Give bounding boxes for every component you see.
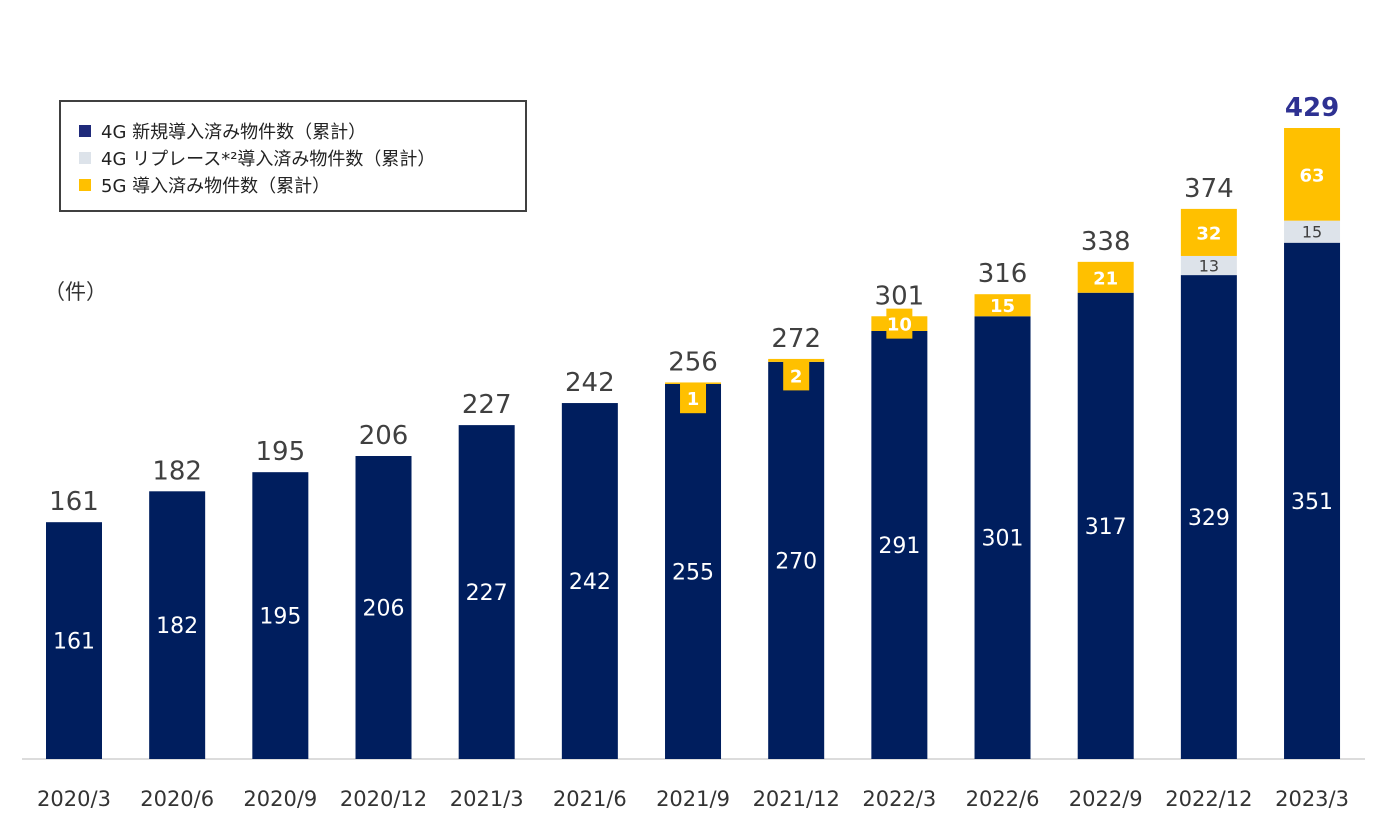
bar-4g-new — [355, 456, 412, 759]
total-label: 301 — [875, 281, 925, 311]
data-label-5g-box — [886, 308, 913, 339]
legend-item-4g-replace: 4G リプレース*²導入済み物件数（累計） — [79, 145, 435, 171]
x-tick-label: 2021/6 — [553, 787, 627, 811]
data-label-4g-replace: 13 — [1199, 257, 1219, 276]
total-label: 182 — [152, 456, 202, 486]
bar-4g-new — [46, 522, 102, 759]
x-tick-label: 2020/9 — [243, 787, 317, 811]
bars-group: 161 161 2020/3 182 182 2020/6 195 195 2020/9 206 2… — [37, 93, 1349, 811]
data-label-4g-new: 317 — [1085, 515, 1127, 540]
legend-swatch-4g-replace — [79, 152, 91, 164]
legend-swatch-4g-new — [79, 125, 91, 137]
x-tick-label: 2020/3 — [37, 787, 111, 811]
bar-4g-new — [974, 316, 1031, 759]
data-label-4g-new: 242 — [569, 570, 611, 595]
bar-5g — [1077, 261, 1134, 293]
total-label: 195 — [256, 437, 306, 467]
legend-item-5g: 5G 導入済み物件数（累計） — [79, 172, 330, 198]
bar-4g-new — [1284, 242, 1341, 759]
legend-label-4g-replace: 4G リプレース*²導入済み物件数（累計） — [101, 149, 436, 170]
bar-4g-new — [871, 330, 928, 759]
data-label-5g: 32 — [1196, 223, 1221, 244]
data-label-4g-new: 291 — [878, 534, 920, 559]
total-label: 374 — [1184, 174, 1234, 204]
total-label: 227 — [462, 390, 512, 420]
total-label: 256 — [668, 347, 718, 377]
data-label-4g-new: 182 — [156, 614, 198, 639]
total-label: 272 — [771, 324, 821, 354]
bar-4g-new — [768, 361, 825, 759]
data-label-4g-new: 227 — [466, 581, 508, 606]
bar-4g-replace — [1284, 220, 1341, 243]
x-tick-label: 2021/12 — [753, 787, 840, 811]
data-label-4g-new: 195 — [259, 605, 301, 630]
total-label: 242 — [565, 368, 615, 398]
data-label-4g-new: 255 — [672, 560, 714, 585]
bar-4g-new — [149, 491, 206, 759]
x-tick-label: 2021/3 — [450, 787, 524, 811]
data-label-4g-new: 206 — [363, 597, 405, 622]
bar-4g-new — [665, 383, 722, 759]
x-tick-label: 2021/9 — [656, 787, 730, 811]
data-label-4g-replace: 15 — [1302, 223, 1322, 242]
total-label: 316 — [978, 259, 1028, 289]
data-label-5g: 10 — [887, 315, 912, 336]
x-tick-label: 2022/3 — [862, 787, 936, 811]
total-label: 206 — [359, 421, 409, 451]
total-label: 161 — [49, 487, 99, 517]
data-label-5g-box — [680, 383, 707, 414]
data-label-4g-new: 351 — [1291, 490, 1333, 515]
legend-swatch-5g — [79, 179, 91, 191]
data-label-5g-box — [783, 360, 810, 391]
bar-4g-new — [1077, 292, 1134, 759]
legend-label-4g-new: 4G 新規導入済み物件数（累計） — [101, 122, 367, 143]
y-unit-label: （件） — [44, 280, 107, 304]
x-tick-label: 2020/6 — [140, 787, 214, 811]
data-label-4g-new: 301 — [982, 527, 1024, 552]
bar-4g-new — [1180, 275, 1237, 759]
x-tick-label: 2023/3 — [1275, 787, 1349, 811]
x-tick-label: 2022/9 — [1069, 787, 1143, 811]
x-tick-label: 2022/6 — [966, 787, 1040, 811]
data-label-5g: 63 — [1300, 165, 1325, 186]
bar-4g-replace — [1180, 255, 1237, 276]
total-label: 338 — [1081, 227, 1131, 257]
data-label-5g: 21 — [1093, 268, 1118, 289]
bar-5g — [1284, 128, 1341, 221]
bar-4g-new — [561, 403, 618, 759]
data-label-4g-new: 329 — [1188, 506, 1230, 531]
data-label-5g: 15 — [990, 296, 1015, 317]
data-label-5g: 1 — [687, 389, 700, 410]
data-label-4g-new: 270 — [775, 549, 817, 574]
total-label: 429 — [1285, 93, 1339, 123]
data-label-4g-new: 161 — [53, 630, 95, 655]
bar-5g — [974, 294, 1031, 317]
bar-4g-new — [252, 472, 309, 759]
legend: 4G 新規導入済み物件数（累計） 4G リプレース*²導入済み物件数（累計） 5… — [59, 100, 527, 212]
bar-5g — [1180, 208, 1237, 256]
legend-item-4g-new: 4G 新規導入済み物件数（累計） — [79, 118, 366, 144]
legend-label-5g: 5G 導入済み物件数（累計） — [101, 176, 331, 197]
bar-4g-new — [458, 425, 515, 759]
data-label-5g: 2 — [790, 366, 803, 387]
x-tick-label: 2020/12 — [340, 787, 427, 811]
x-tick-label: 2022/12 — [1165, 787, 1252, 811]
